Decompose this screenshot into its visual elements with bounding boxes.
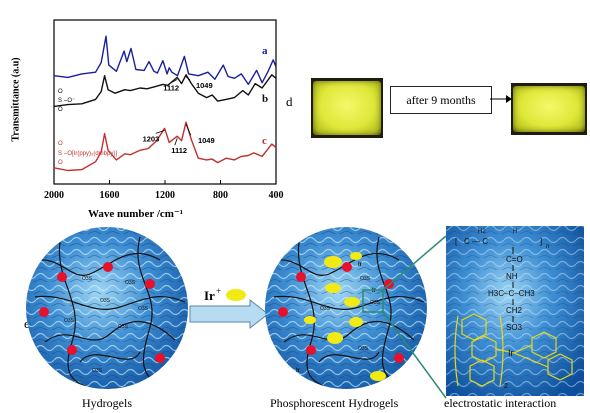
peak-label-1049: 1049 [198,136,215,145]
x-tick-label-800: 800 [213,190,228,201]
x-tick-label-1200: 1200 [155,190,175,201]
caption-electrostatic-interaction: electrostatic interaction [444,396,557,410]
panel-e-illustration: O3S O3S O3S O3S O3S O3S O3S Ir + [26,226,584,399]
svg-text:O3S: O3S [64,318,75,324]
series-line-b [53,74,277,108]
inset-sulfonate-ir: O S –O[Ir(ppy)₂(dmbpy)] O [58,141,117,166]
svg-text:H3C–C–CH3: H3C–C–CH3 [488,289,535,298]
ir-addition-arrow: Ir + [189,286,269,330]
series-line-c [53,121,277,172]
series-label-b: b [262,93,268,105]
svg-text:O3S: O3S [370,300,381,306]
peak-label-1203: 1203 [143,134,160,143]
caption-hydrogels: Hydrogels [82,396,132,410]
svg-text:C=O: C=O [506,255,523,264]
hydrogel-photo-after [513,86,585,132]
x-tick-label-1600: 1600 [100,190,120,201]
svg-text:O3S: O3S [360,276,371,282]
svg-text:S: S [58,151,62,157]
after-9-months-label: after 9 months [390,86,492,114]
peak-label-1112: 1112 [163,83,179,92]
annotation-leader [174,138,178,146]
series-line-a [53,35,277,86]
svg-text:O3S: O3S [138,306,149,312]
x-tick-label-400: 400 [269,190,284,201]
peak-label-1112: 1112 [171,146,187,155]
svg-text:Ir: Ir [358,262,363,268]
svg-text:O3S: O3S [118,324,129,330]
svg-text:O: O [58,160,63,166]
svg-text:n: n [546,244,549,250]
ftir-chart: 2000 1600 1200 800 400 1112 1049120311121049 … [44,19,284,201]
svg-text:O: O [58,89,63,95]
svg-text:–O⁻: –O⁻ [64,98,75,104]
series-label-c: c [262,135,267,147]
svg-text:–O[Ir(ppy)₂(dmbpy)]: –O[Ir(ppy)₂(dmbpy)] [64,151,117,157]
panel-letter-d: d [286,94,293,109]
svg-text:[: [ [455,237,458,246]
svg-text:O: O [58,107,63,113]
panel-letter-e: e [24,316,30,331]
svg-text:H: H [513,229,517,235]
svg-text:NH: NH [506,272,518,281]
peak-label-1049: 1049 [196,81,213,90]
svg-text:Ir: Ir [296,368,301,374]
hydrogel-network: O3S O3S O3S O3S O3S O3S O3S [26,227,188,389]
y-axis-label: Transmittance (a.u) [10,57,22,142]
structure-panel: H2 H [ C — C ] n C=O NH H3C–C–CH3 CH2 SO… [446,226,584,396]
series-label-a: a [262,45,268,57]
svg-text:CH2: CH2 [506,306,523,315]
svg-text:S: S [58,98,62,104]
svg-text:Ir: Ir [508,348,514,358]
svg-text:]: ] [540,237,542,246]
annotation-leader [185,76,191,81]
ir-cation-charge: + [216,286,221,296]
caption-phosphorescent-hydrogels: Phosphorescent Hydrogels [270,396,399,410]
annotation-leader [155,129,165,134]
svg-text:2: 2 [504,383,508,390]
arrow-to-aged [490,95,512,103]
ir-complex-icon [226,289,246,301]
hydrogel-photo-before [313,81,381,135]
svg-text:C — C: C — C [464,237,488,246]
svg-text:O3S: O3S [82,276,93,282]
svg-text:SO3: SO3 [506,323,523,332]
svg-text:O3S: O3S [125,280,136,286]
annotation-leader [171,79,178,83]
phosphorescent-hydrogel-network: O3S O3S O3S O3S Ir Ir Ir [265,227,427,389]
svg-text:H2: H2 [478,229,486,235]
x-tick-label-2000: 2000 [44,190,64,201]
svg-text:O: O [58,141,63,147]
zoom-callout [362,235,447,399]
x-axis-label: Wave number /cm⁻¹ [88,208,184,220]
svg-text:O3S: O3S [92,368,103,374]
ir-cation-label: Ir [204,288,215,303]
inset-sulfonate: O S –O⁻ O [58,89,75,113]
svg-text:O3S: O3S [320,306,331,312]
svg-text:O3S: O3S [100,298,111,304]
annotation-leader [185,124,192,136]
svg-text:O3S: O3S [358,346,369,352]
svg-text:Ir: Ir [372,288,377,294]
